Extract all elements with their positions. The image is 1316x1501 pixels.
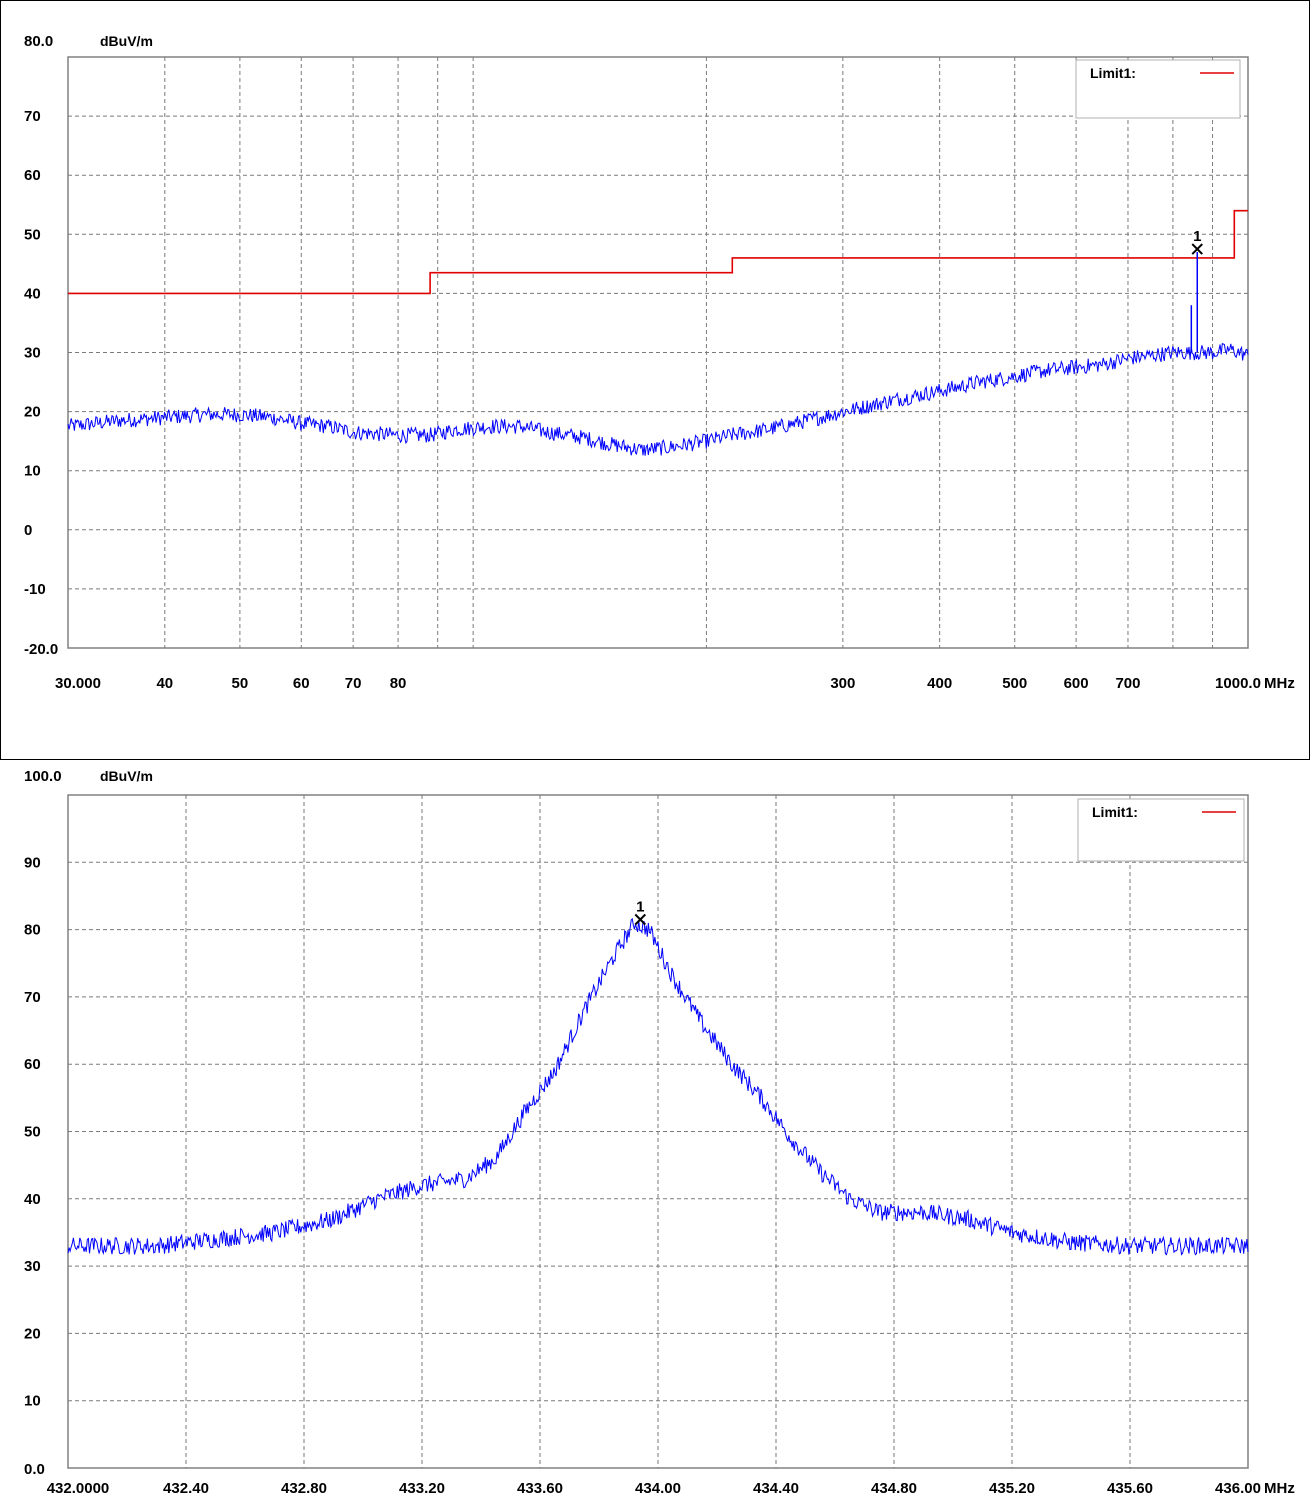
y-tick-label: -10 (24, 581, 46, 598)
x-tick-label: 1000.0 (1215, 675, 1261, 692)
unit-label: dBuV/m (100, 33, 153, 49)
y-tick-label: 70 (24, 989, 41, 1006)
x-tick-label: 600 (1064, 675, 1089, 692)
x-tick-label: 432.40 (163, 1480, 209, 1497)
x-tick-label: 433.60 (517, 1480, 563, 1497)
y-top-label: 100.0 (24, 768, 62, 785)
y-tick-label: 60 (24, 167, 41, 184)
x-tick-label: 434.80 (871, 1480, 917, 1497)
x-tick-label: 434.00 (635, 1480, 681, 1497)
x-tick-label: 60 (293, 675, 310, 692)
marker-label: 1 (636, 899, 644, 916)
y-tick-label: 10 (24, 463, 41, 480)
limit-line (68, 209, 1248, 295)
y-tick-label: 90 (24, 854, 41, 871)
y-tick-label: 40 (24, 1191, 41, 1208)
x-tick-label: 435.60 (1107, 1480, 1153, 1497)
x-tick-label: 300 (830, 675, 855, 692)
legend-label: Limit1: (1090, 65, 1136, 81)
y-tick-label: 50 (24, 226, 41, 243)
y-tick-label: 40 (24, 285, 41, 302)
x-tick-label: 434.40 (753, 1480, 799, 1497)
y-tick-label: 30 (24, 1258, 41, 1275)
y-tick-label: 30 (24, 345, 41, 362)
y-bottom-label: -20.0 (24, 641, 58, 658)
y-tick-label: 10 (24, 1393, 41, 1410)
marker-x-stroke (1191, 243, 1203, 255)
y-tick-label: 20 (24, 404, 41, 421)
unit-label: dBuV/m (100, 768, 153, 784)
marker-label: 1 (1193, 228, 1201, 245)
x-tick-label: 433.20 (399, 1480, 445, 1497)
x-tick-label: 400 (927, 675, 952, 692)
y-tick-label: 80 (24, 922, 41, 939)
legend-box (1075, 59, 1241, 119)
x-unit-label: MHz (1264, 1480, 1295, 1497)
x-unit-label: MHz (1264, 675, 1295, 692)
chart-top: 80.0 dBuV/m 70 60 50 40 30 20 10 0 -10 -20.0 30.000 4… (24, 33, 1295, 692)
x-tick-label: 50 (232, 675, 249, 692)
x-tick-label: 435.20 (989, 1480, 1035, 1497)
top-chart-frame (0, 0, 1310, 760)
x-tick-label: 80 (390, 675, 407, 692)
x-tick-label: 436.00 (1215, 1480, 1261, 1497)
y-tick-label: 20 (24, 1325, 41, 1342)
y-tick-label: 50 (24, 1124, 41, 1141)
y-tick-label: 0 (24, 522, 32, 539)
y-top-label: 80.0 (24, 33, 53, 50)
chart-bottom: 100.0 dBuV/m9080706050403020100.0432.0000… (24, 768, 1295, 1497)
y-bottom-label: 0.0 (24, 1461, 45, 1478)
x-tick-label: 432.80 (281, 1480, 327, 1497)
y-tick-label: 60 (24, 1056, 41, 1073)
x-tick-label: 40 (156, 675, 173, 692)
x-tick-label: 700 (1115, 675, 1140, 692)
x-tick-label: 432.0000 (47, 1480, 110, 1497)
legend-box (1077, 798, 1245, 862)
legend-label: Limit1: (1092, 804, 1138, 820)
marker-x-stroke (634, 913, 647, 926)
measurement-trace (67, 917, 1249, 1256)
y-tick-label: 70 (24, 108, 41, 125)
x-tick-label: 70 (345, 675, 362, 692)
x-tick-label: 30.000 (55, 675, 101, 692)
measurement-trace (67, 343, 1249, 456)
x-tick-label: 500 (1002, 675, 1027, 692)
